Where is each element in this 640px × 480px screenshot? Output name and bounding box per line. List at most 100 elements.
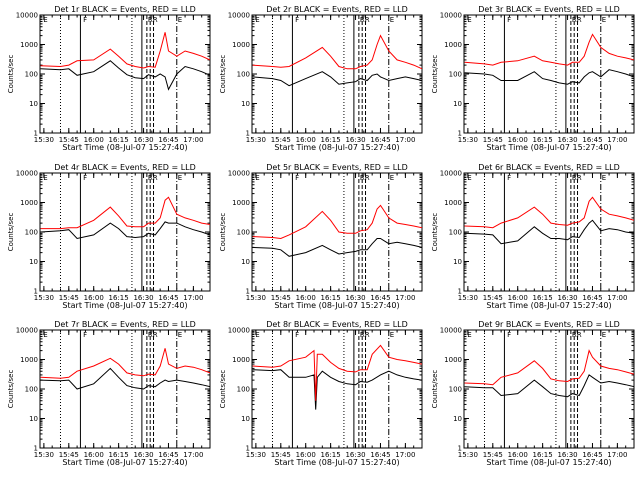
x-axis-label: Start Time (08-Jul-07 15:27:40) (62, 458, 187, 467)
detector-panel-7: Det 7r BLACK = Events, RED = LLD 1 10 100 10… (7, 320, 211, 467)
y-axis-label: Counts/sec (7, 55, 15, 94)
x-tick-label: 15:30 (246, 136, 266, 144)
interval-flag: E (390, 174, 394, 182)
x-tick-label: 17:00 (183, 451, 203, 459)
y-axis-label: Counts/sec (7, 213, 15, 252)
y-tick-label: 1000 (232, 41, 250, 49)
interval-flag: RR (148, 331, 158, 339)
events-series-line (464, 374, 634, 398)
y-tick-label: 10 (241, 100, 250, 108)
plot-frame (251, 329, 423, 449)
y-tick-label: 1 (34, 130, 38, 138)
interval-flag: E (43, 16, 47, 24)
y-tick-label: 1 (458, 445, 462, 453)
y-axis-label: Counts/sec (431, 55, 439, 94)
plot-frame (463, 14, 635, 134)
y-tick-label: 10000 (440, 170, 462, 178)
y-tick-label: 10 (453, 258, 462, 266)
interval-flag: E (255, 174, 259, 182)
x-tick-label: 15:30 (458, 136, 478, 144)
x-tick-label: 15:45 (483, 136, 503, 144)
interval-flag: E (43, 174, 47, 182)
x-tick-label: 15:45 (483, 451, 503, 459)
x-tick-label: 15:45 (59, 294, 79, 302)
x-tick-label: 15:45 (271, 294, 291, 302)
y-tick-label: 1 (246, 288, 250, 296)
x-tick-label: 16:45 (582, 294, 602, 302)
detector-panel-1: Det 1r BLACK = Events, RED = LLD 1 10 100 10… (7, 5, 211, 152)
x-tick-label: 15:30 (34, 294, 54, 302)
x-tick-label: 16:45 (582, 451, 602, 459)
interval-flag: RR (148, 16, 158, 24)
y-axis-label: Counts/sec (219, 213, 227, 252)
y-axis-label: Counts/sec (7, 370, 15, 409)
x-tick-label: 16:00 (508, 451, 528, 459)
x-tick-label: 16:00 (84, 451, 104, 459)
detector-panel-6: Det 6r BLACK = Events, RED = LLD 1 10 100 10… (431, 163, 635, 310)
x-tick-label: 16:30 (345, 294, 365, 302)
interval-flag: E (178, 16, 182, 24)
x-tick-label: 16:30 (557, 136, 577, 144)
x-tick-label: 17:00 (395, 451, 415, 459)
x-tick-label: 16:30 (133, 294, 153, 302)
y-tick-label: 100 (449, 229, 462, 237)
panel-title: Det 7r BLACK = Events, RED = LLD (54, 320, 196, 329)
x-tick-label: 16:00 (296, 136, 316, 144)
interval-flag: E (467, 174, 471, 182)
x-tick-label: 16:30 (557, 294, 577, 302)
x-tick-label: 16:30 (345, 136, 365, 144)
y-tick-label: 10 (29, 415, 38, 423)
interval-flag: E (43, 331, 47, 339)
events-series-line (252, 71, 422, 87)
y-tick-label: 10000 (16, 327, 38, 335)
x-tick-label: 15:30 (458, 451, 478, 459)
x-tick-label: 15:45 (271, 136, 291, 144)
interval-flag: F (83, 174, 87, 182)
lld-series-line (40, 348, 210, 379)
y-tick-label: 1000 (444, 356, 462, 364)
x-tick-label: 16:15 (109, 451, 129, 459)
lld-series-line (40, 32, 210, 69)
y-tick-label: 100 (25, 386, 38, 394)
lld-series-line (464, 349, 634, 386)
events-series-line (40, 60, 210, 91)
y-tick-label: 10 (453, 415, 462, 423)
plot-frame (39, 329, 211, 449)
y-tick-label: 10000 (16, 12, 38, 20)
lld-series-line (252, 344, 422, 401)
x-axis-label: Start Time (08-Jul-07 15:27:40) (62, 301, 187, 310)
y-tick-label: 10000 (16, 170, 38, 178)
interval-flag: F (295, 16, 299, 24)
y-tick-label: 100 (25, 71, 38, 79)
plot-frame (251, 14, 423, 134)
interval-flag: F (295, 331, 299, 339)
panel-title: Det 4r BLACK = Events, RED = LLD (54, 163, 196, 172)
plot-frame (463, 172, 635, 292)
y-tick-label: 100 (449, 386, 462, 394)
x-tick-label: 16:30 (133, 136, 153, 144)
x-tick-label: 16:15 (533, 294, 553, 302)
panel-title: Det 1r BLACK = Events, RED = LLD (54, 5, 196, 14)
y-tick-label: 1 (458, 288, 462, 296)
x-axis-label: Start Time (08-Jul-07 15:27:40) (486, 458, 611, 467)
interval-flag: RR (148, 174, 158, 182)
x-tick-label: 15:30 (458, 294, 478, 302)
y-tick-label: 10000 (228, 12, 250, 20)
x-tick-label: 16:45 (370, 451, 390, 459)
x-tick-label: 16:30 (133, 451, 153, 459)
panel-title: Det 5r BLACK = Events, RED = LLD (266, 163, 408, 172)
x-tick-label: 16:00 (296, 451, 316, 459)
detector-panel-9: Det 9r BLACK = Events, RED = LLD 1 10 100 10… (431, 320, 635, 467)
x-tick-label: 17:00 (395, 136, 415, 144)
interval-flag: RR (360, 16, 370, 24)
detector-panel-4: Det 4r BLACK = Events, RED = LLD 1 10 100 10… (7, 163, 211, 310)
x-tick-label: 16:00 (296, 294, 316, 302)
events-series-line (252, 369, 422, 410)
interval-flag: F (507, 331, 511, 339)
interval-flag: RR (572, 331, 582, 339)
interval-flag: E (602, 174, 606, 182)
lld-series-line (464, 33, 634, 66)
x-axis-label: Start Time (08-Jul-07 15:27:40) (62, 143, 187, 152)
interval-flag: E (467, 331, 471, 339)
